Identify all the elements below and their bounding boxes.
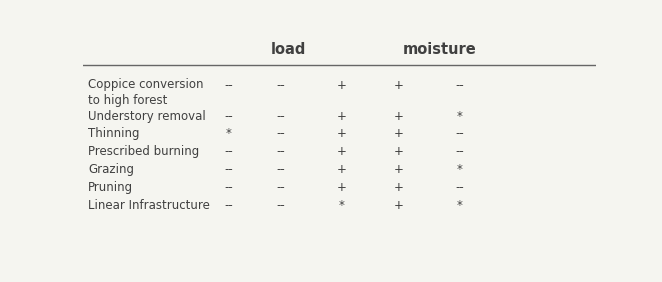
Text: --: -- xyxy=(455,181,464,194)
Text: +: + xyxy=(393,181,403,194)
Text: *: * xyxy=(339,199,345,212)
Text: +: + xyxy=(337,145,347,158)
Text: +: + xyxy=(337,110,347,123)
Text: +: + xyxy=(337,163,347,176)
Text: +: + xyxy=(393,127,403,140)
Text: load: load xyxy=(270,41,306,56)
Text: *: * xyxy=(457,163,463,176)
Text: +: + xyxy=(393,145,403,158)
Text: --: -- xyxy=(224,145,233,158)
Text: --: -- xyxy=(224,181,233,194)
Text: *: * xyxy=(457,199,463,212)
Text: --: -- xyxy=(224,110,233,123)
Text: --: -- xyxy=(224,79,233,92)
Text: --: -- xyxy=(276,181,285,194)
Text: --: -- xyxy=(455,145,464,158)
Text: --: -- xyxy=(224,163,233,176)
Text: --: -- xyxy=(455,79,464,92)
Text: *: * xyxy=(226,127,232,140)
Text: Prescribed burning: Prescribed burning xyxy=(88,145,199,158)
Text: Thinning: Thinning xyxy=(88,127,140,140)
Text: --: -- xyxy=(455,127,464,140)
Text: --: -- xyxy=(276,199,285,212)
Text: +: + xyxy=(393,110,403,123)
Text: --: -- xyxy=(276,145,285,158)
Text: --: -- xyxy=(276,127,285,140)
Text: Understory removal: Understory removal xyxy=(88,110,206,123)
Text: Linear Infrastructure: Linear Infrastructure xyxy=(88,199,210,212)
Text: moisture: moisture xyxy=(402,41,476,56)
Text: --: -- xyxy=(276,79,285,92)
Text: Coppice conversion
to high forest: Coppice conversion to high forest xyxy=(88,78,203,107)
Text: +: + xyxy=(393,79,403,92)
Text: +: + xyxy=(393,163,403,176)
Text: --: -- xyxy=(276,110,285,123)
Text: --: -- xyxy=(224,199,233,212)
Text: +: + xyxy=(393,199,403,212)
Text: +: + xyxy=(337,127,347,140)
Text: Grazing: Grazing xyxy=(88,163,134,176)
Text: +: + xyxy=(337,79,347,92)
Text: +: + xyxy=(337,181,347,194)
Text: *: * xyxy=(457,110,463,123)
Text: --: -- xyxy=(276,163,285,176)
Text: Pruning: Pruning xyxy=(88,181,133,194)
